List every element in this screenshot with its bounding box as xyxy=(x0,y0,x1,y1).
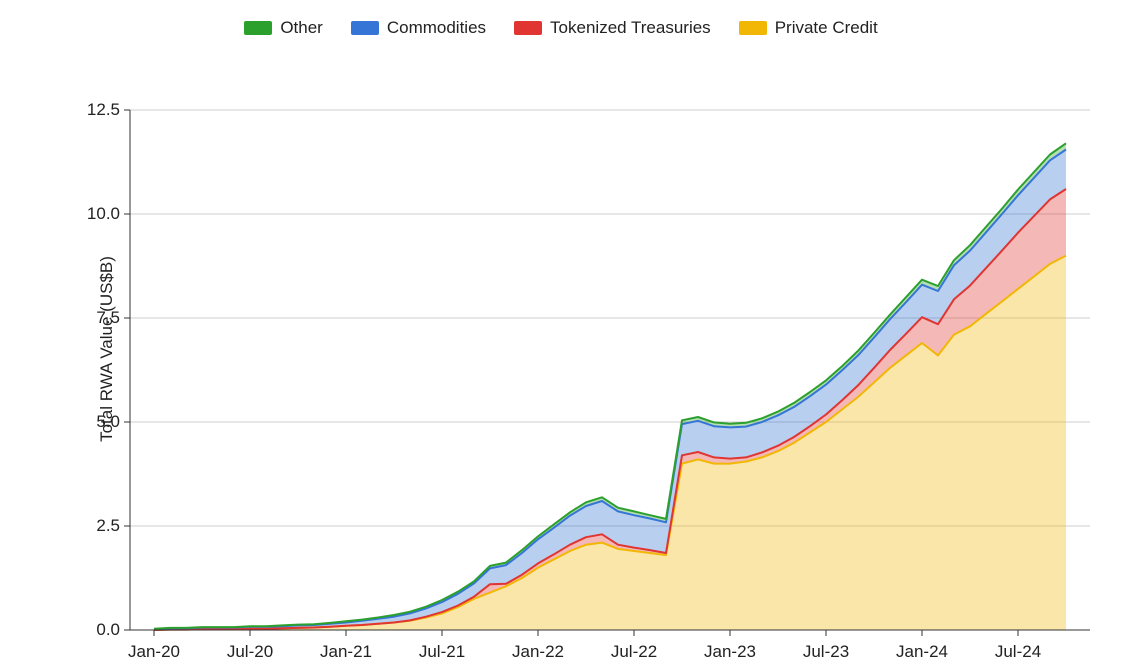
y-tick-label: 10.0 xyxy=(87,204,130,224)
y-tick-label: 2.5 xyxy=(96,516,130,536)
legend-swatch xyxy=(514,21,542,35)
plot-wrap: Total RWA Value (US$B) 0.02.55.07.510.01… xyxy=(0,50,1122,648)
legend-swatch xyxy=(244,21,272,35)
x-tick-label: Jan-22 xyxy=(512,630,564,662)
x-tick-label: Jan-24 xyxy=(896,630,948,662)
x-tick-label: Jan-20 xyxy=(128,630,180,662)
x-tick-label: Jul-22 xyxy=(611,630,657,662)
legend-swatch xyxy=(351,21,379,35)
y-tick-label: 5.0 xyxy=(96,412,130,432)
x-tick-label: Jul-23 xyxy=(803,630,849,662)
x-tick-label: Jan-21 xyxy=(320,630,372,662)
plot-area: 0.02.55.07.510.012.5Jan-20Jul-20Jan-21Ju… xyxy=(130,110,1090,630)
legend-label: Commodities xyxy=(387,18,486,38)
y-tick-label: 0.0 xyxy=(96,620,130,640)
y-tick-label: 7.5 xyxy=(96,308,130,328)
legend-item: Tokenized Treasuries xyxy=(514,18,711,38)
x-tick-label: Jul-21 xyxy=(419,630,465,662)
rwa-area-chart: Other Commodities Tokenized Treasuries Priv… xyxy=(0,0,1122,648)
chart-legend: Other Commodities Tokenized Treasuries Priv… xyxy=(0,0,1122,38)
legend-item: Private Credit xyxy=(739,18,878,38)
x-tick-label: Jan-23 xyxy=(704,630,756,662)
legend-label: Tokenized Treasuries xyxy=(550,18,711,38)
legend-label: Private Credit xyxy=(775,18,878,38)
chart-svg xyxy=(130,110,1090,630)
y-tick-label: 12.5 xyxy=(87,100,130,120)
legend-item: Other xyxy=(244,18,323,38)
legend-swatch xyxy=(739,21,767,35)
legend-label: Other xyxy=(280,18,323,38)
x-tick-label: Jul-24 xyxy=(995,630,1041,662)
x-tick-label: Jul-20 xyxy=(227,630,273,662)
legend-item: Commodities xyxy=(351,18,486,38)
